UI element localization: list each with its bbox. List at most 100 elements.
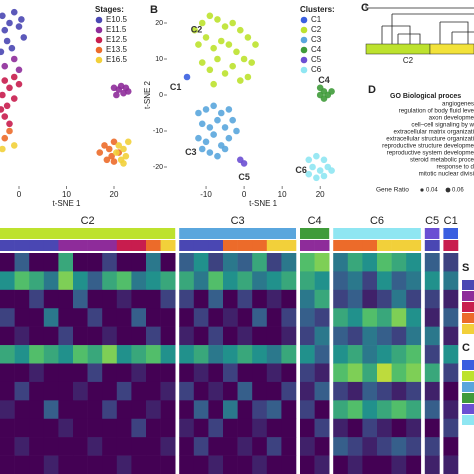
legend-title: S [462,262,469,274]
cluster-bar [300,228,330,239]
heat-cell [424,308,440,327]
heat-cell [0,418,15,438]
heat-cell [266,418,282,438]
heat-cell [300,253,315,272]
heat-cell [237,400,253,420]
heat-cell [314,363,330,383]
point [1,26,9,34]
point [328,88,335,95]
point [1,134,9,142]
heat-cell [160,363,176,383]
point [1,77,9,84]
heat-cell [237,271,253,291]
point [1,62,9,70]
stage-bar [347,240,363,251]
heat-cell [102,363,118,383]
heat-cell [58,418,74,438]
dendrogram-branch [451,31,474,44]
heat-cell [146,418,161,438]
heat-cell [102,455,118,474]
heat-cell [73,271,88,291]
point [221,124,229,131]
point [316,91,324,99]
legend-swatch [462,280,474,290]
cluster-header: C5 [425,215,439,227]
legend-title: C [462,342,470,354]
point [229,62,236,70]
heat-cell [116,400,132,420]
heat-cell [333,345,349,364]
heat-cell [266,345,282,364]
legend-label: C3 [311,35,322,44]
heat-cell [281,363,297,383]
legend-label: C1 [311,15,322,24]
heat-cell [223,400,238,420]
point [244,73,252,81]
heat-cell [146,345,161,364]
heat-cell [87,308,103,327]
heat-cell [160,455,176,474]
x-tick-label: 20 [316,190,325,199]
heat-cell [266,271,282,291]
cluster-header: C6 [370,215,384,227]
heat-cell [73,345,88,364]
heat-cell [102,381,118,401]
heat-cell [87,345,103,364]
heat-cell [377,326,392,346]
size-legend-dot [445,187,451,193]
heat-cell [314,400,330,420]
heat-cell [146,253,161,272]
point [0,12,6,20]
cluster-color-bar [429,43,474,55]
heat-cell [391,381,407,401]
heat-cell [193,455,209,474]
heat-cell [208,308,224,327]
point [10,73,18,81]
heat-cell [362,326,378,346]
point [214,55,221,63]
go-term: steroid metabolic proce [410,157,474,164]
heat-cell [116,308,132,327]
cluster-bar [424,228,440,239]
heat-cell [424,437,440,456]
heat-cell [377,437,392,456]
heat-cell [314,418,330,438]
dendrogram-branch [391,13,474,44]
legend-title: Clusters: [300,5,335,14]
go-term: cell–cell signaling by w [411,122,474,129]
heat-cell [73,253,88,272]
heat-cell [0,400,15,420]
heat-cell [0,289,15,309]
heat-cell [87,381,103,401]
cluster-bar [333,228,421,239]
heat-cell [377,345,392,364]
cluster-header: C2 [81,215,95,227]
legend-label: C2 [311,25,322,34]
y-tick-label: 0 [159,92,163,99]
heat-cell [58,271,74,291]
heat-cell [237,326,253,346]
legend-swatch [95,46,103,54]
heat-cell [160,253,176,272]
point [309,163,316,171]
heat-cell [73,400,88,420]
heat-cell [208,418,224,438]
heat-cell [347,363,363,383]
heat-cell [252,363,268,383]
stage-bar [87,240,103,251]
heat-cell [362,455,378,474]
heat-cell [406,289,422,309]
heat-cell [347,345,363,364]
cluster-annotation: C1 [170,82,182,92]
heat-cell [14,455,30,474]
heat-cell [347,326,363,346]
heat-cell [223,308,238,327]
heat-cell [102,326,118,346]
heat-cell [406,308,422,327]
heat-cell [160,271,176,291]
heat-cell [443,363,459,383]
stage-bar [116,240,132,251]
heat-cell [252,400,268,420]
heat-cell [347,308,363,327]
